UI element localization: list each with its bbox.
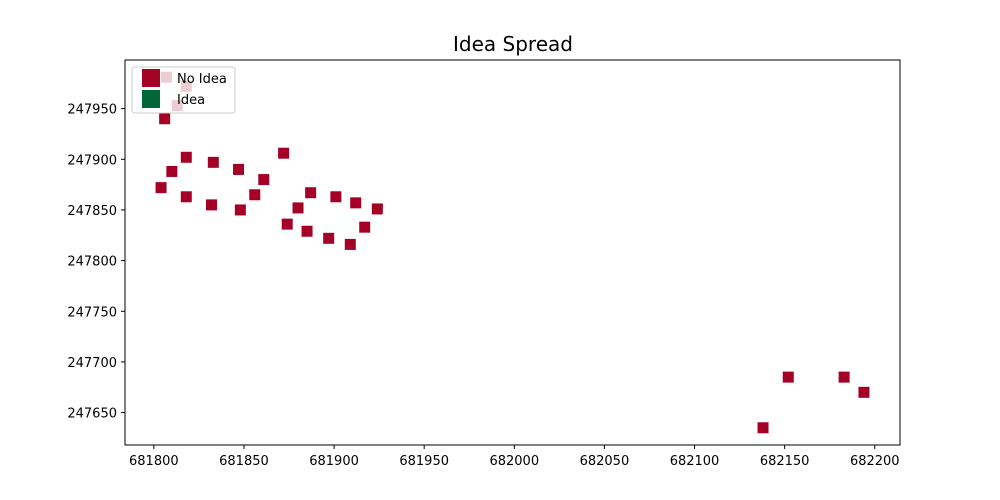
x-tick-label: 681850 xyxy=(219,454,269,469)
chart-title: Idea Spread xyxy=(453,32,573,56)
data-point xyxy=(858,386,870,398)
data-point xyxy=(159,113,171,125)
y-tick-label: 247700 xyxy=(67,356,117,371)
x-tick-label: 681900 xyxy=(309,454,359,469)
data-point xyxy=(249,189,261,201)
data-point xyxy=(278,147,290,159)
y-tick-label: 247900 xyxy=(67,153,117,168)
data-point xyxy=(234,204,246,216)
data-point xyxy=(782,371,794,383)
data-point xyxy=(155,182,167,194)
data-point xyxy=(180,191,192,203)
plot-area xyxy=(124,59,901,446)
x-tick-label: 681800 xyxy=(129,454,179,469)
x-tick-label: 682100 xyxy=(670,454,720,469)
data-point xyxy=(292,202,304,214)
y-tick-label: 247850 xyxy=(67,204,117,219)
data-point xyxy=(305,187,317,199)
axes-frame xyxy=(124,59,901,446)
data-point xyxy=(180,151,192,163)
data-point xyxy=(330,191,342,203)
data-point xyxy=(233,163,245,175)
x-tick-label: 682000 xyxy=(489,454,539,469)
y-tick-label: 247950 xyxy=(67,103,117,118)
data-point xyxy=(206,199,218,211)
y-tick-label: 247650 xyxy=(67,407,117,422)
x-tick-label: 682050 xyxy=(580,454,630,469)
x-tick-label: 682150 xyxy=(760,454,810,469)
legend: No Idea Idea xyxy=(131,66,236,114)
y-axis: 247650 247700 247750 247800 247850 247900 2479… xyxy=(67,103,125,422)
x-tick-label: 681950 xyxy=(399,454,449,469)
data-point xyxy=(350,197,362,209)
data-point xyxy=(301,225,313,237)
data-point xyxy=(258,174,270,186)
x-axis: 681800 681850 681900 681950 682000 682050 6821… xyxy=(129,445,900,469)
data-point xyxy=(207,156,219,168)
legend-label: Idea xyxy=(177,93,205,108)
legend-swatch xyxy=(142,90,160,108)
legend-label: No Idea xyxy=(177,72,227,87)
data-point xyxy=(166,165,178,177)
data-point xyxy=(281,218,293,230)
data-point xyxy=(323,232,335,244)
x-tick-label: 682200 xyxy=(850,454,900,469)
legend-swatch xyxy=(142,69,160,87)
data-point xyxy=(838,371,850,383)
data-point xyxy=(757,422,769,434)
y-tick-label: 247800 xyxy=(67,255,117,270)
data-point xyxy=(371,203,383,215)
data-point xyxy=(344,238,356,250)
data-point xyxy=(359,221,371,233)
y-tick-label: 247750 xyxy=(67,305,117,320)
